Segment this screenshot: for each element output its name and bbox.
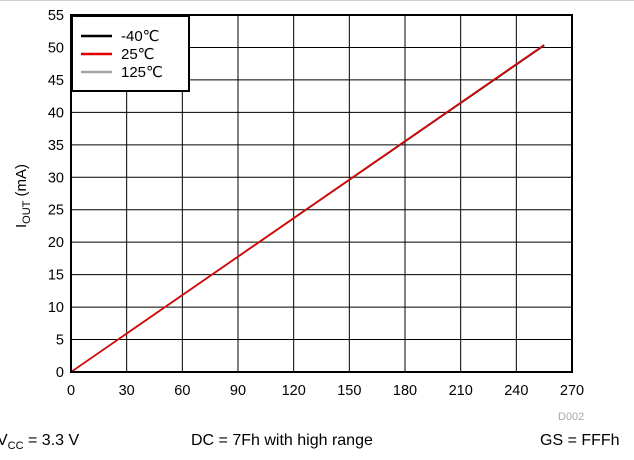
footer-gs: GS = FFFh [540, 432, 620, 449]
y-tick-label: 40 [48, 105, 64, 121]
x-tick-label: 0 [67, 383, 75, 399]
x-axis-title: BC [312, 402, 333, 405]
x-tick-labels: 0 30 60 90 120 150 180 210 240 270 [67, 383, 584, 399]
figure-code: D002 [558, 411, 585, 423]
legend-label: -40℃ [121, 28, 160, 45]
y-tick-label: 20 [48, 235, 64, 251]
y-tick-label: 35 [48, 138, 64, 154]
x-tick-label: 240 [504, 383, 528, 399]
y-tick-label: 15 [48, 268, 64, 284]
y-tick-label: 45 [48, 73, 64, 89]
footer-vcc: VCC = 3.3 V [0, 432, 80, 453]
y-tick-label: 25 [48, 203, 64, 219]
y-tick-label: 10 [48, 300, 64, 316]
x-tick-label: 150 [337, 383, 361, 399]
footer-dc: DC = 7Fh with high range [191, 432, 373, 449]
y-tick-label: 30 [48, 170, 64, 186]
x-tick-label: 210 [449, 383, 473, 399]
x-tick-label: 120 [282, 383, 306, 399]
plot-frame [70, 14, 573, 373]
y-tick-label: 0 [56, 365, 64, 381]
top-rule [0, 0, 634, 1]
y-tick-labels: 0 5 10 15 20 25 30 35 40 45 50 55 [48, 8, 64, 381]
x-tick-label: 60 [174, 383, 190, 399]
series-lines [70, 44, 545, 373]
series-line [70, 44, 545, 373]
y-tick-label: 50 [48, 40, 64, 56]
y-tick-label: 5 [56, 333, 64, 349]
y-axis-title: IOUT (mA) [13, 164, 33, 228]
x-tick-label: 30 [119, 383, 135, 399]
legend-label: 125℃ [121, 64, 163, 81]
x-tick-label: 180 [393, 383, 417, 399]
legend-label: 25℃ [121, 46, 155, 63]
x-tick-label: 270 [560, 383, 584, 399]
y-tick-label: 55 [48, 8, 64, 24]
line-chart: 0 30 60 90 120 150 180 210 240 270 0 5 10 15 20 25 30 35… [13, 8, 584, 405]
x-tick-label: 90 [230, 383, 246, 399]
